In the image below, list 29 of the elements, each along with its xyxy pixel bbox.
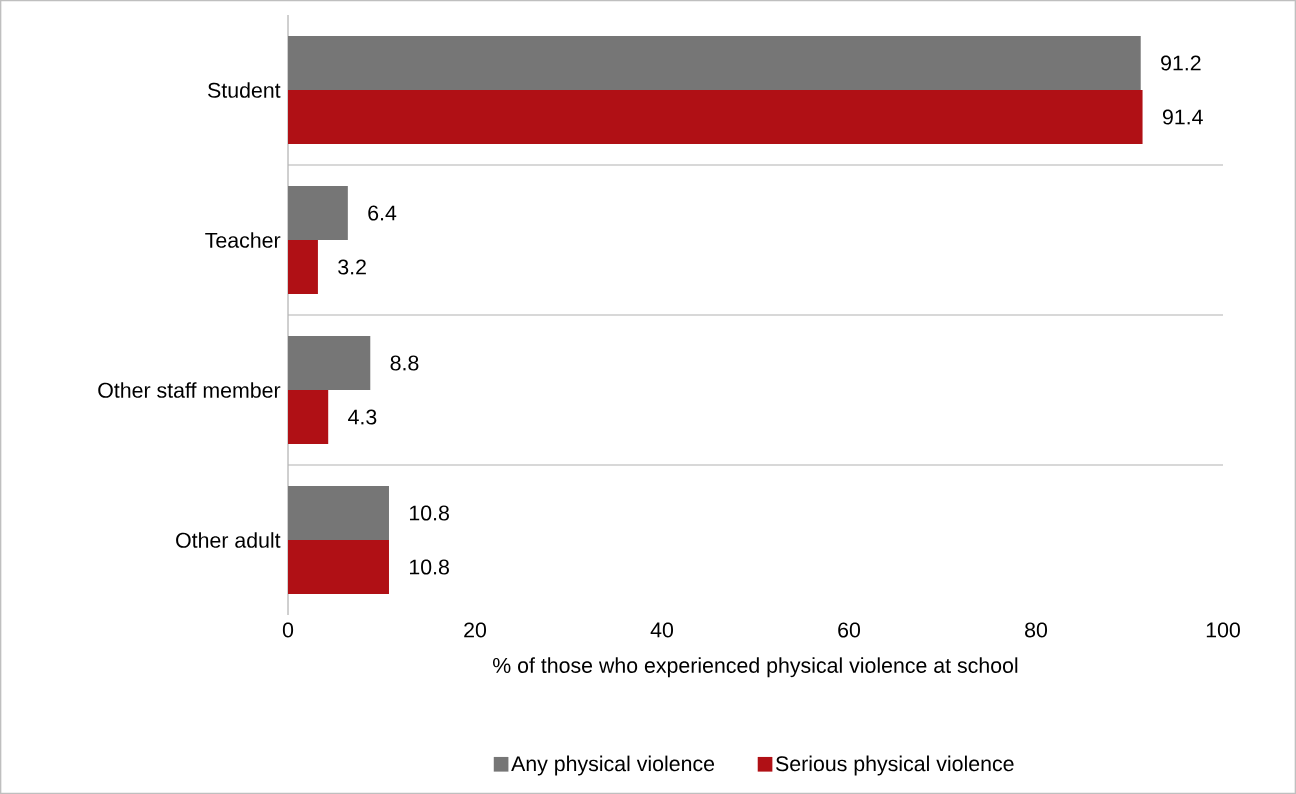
- data-label: 8.8: [390, 355, 419, 371]
- y-tick-label: Teacher: [205, 232, 281, 248]
- x-tick-label: 0: [282, 622, 294, 638]
- x-tick-label: 80: [1025, 622, 1048, 638]
- bar: [288, 36, 1141, 91]
- bar: [288, 390, 329, 445]
- bar: [288, 90, 1143, 145]
- bar: [288, 540, 389, 595]
- bar: [288, 486, 389, 541]
- data-label: 91.4: [1162, 109, 1203, 125]
- data-label: 3.2: [338, 259, 366, 275]
- bar: [288, 240, 318, 295]
- y-tick-label: Other staff member: [98, 382, 281, 398]
- data-label: 4.3: [348, 409, 377, 425]
- legend-label: Any physical violence: [511, 755, 715, 776]
- x-tick-label: 40: [650, 622, 674, 638]
- y-tick-label: Other adult: [176, 532, 281, 548]
- bar: [288, 186, 348, 241]
- data-label: 91.2: [1161, 55, 1201, 71]
- data-label: 6.4: [368, 205, 397, 221]
- data-label: 10.8: [409, 505, 449, 521]
- x-tick-label: 20: [464, 622, 487, 638]
- data-label: 10.8: [409, 559, 449, 575]
- bar: [288, 336, 371, 391]
- legend-label: Serious physical violence: [776, 755, 1014, 776]
- x-tick-label: 60: [838, 622, 861, 638]
- x-axis-title: % of those who experienced physical violence at school: [492, 657, 1018, 678]
- x-tick-label: 100: [1206, 622, 1240, 638]
- y-tick-label: Student: [208, 82, 281, 98]
